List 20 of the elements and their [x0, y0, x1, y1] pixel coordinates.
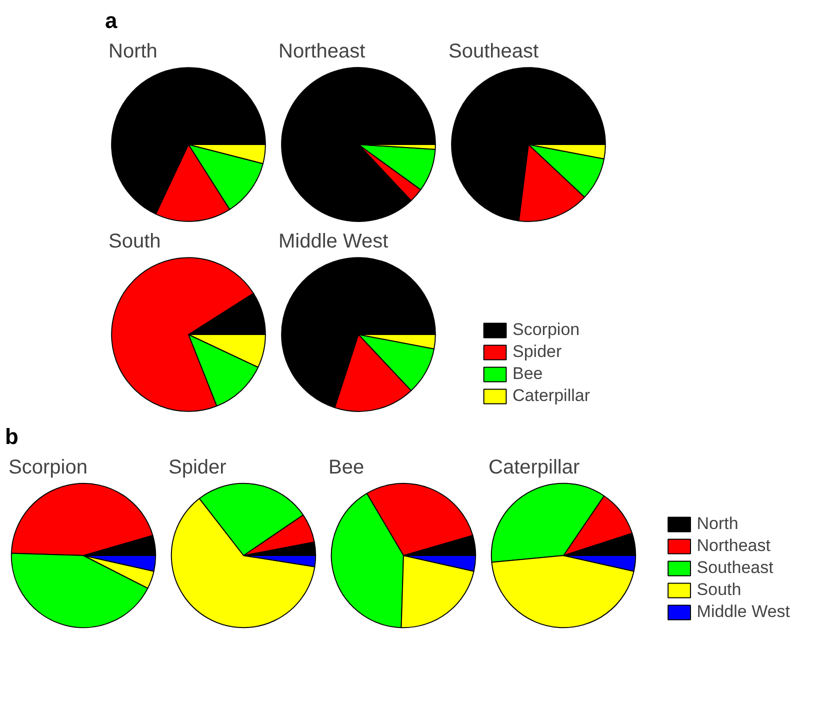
text: a: [105, 7, 118, 35]
text: b: [5, 423, 18, 451]
legend-label: Northeast: [696, 536, 770, 556]
slice-label: Caterpillar: [488, 456, 580, 478]
slice-label: Spider: [168, 456, 227, 478]
legend-label: Southeast: [696, 558, 774, 578]
slice-label: Northeast: [278, 40, 366, 62]
slice-label: South: [108, 230, 161, 252]
slice-label: Southeast: [448, 40, 540, 62]
legend-label: Scorpion: [512, 320, 580, 340]
legend-label: Spider: [512, 342, 562, 362]
legend-label: North: [696, 514, 738, 534]
slice-label: North: [108, 40, 158, 62]
slice-label: Bee: [328, 456, 364, 478]
legend-label: Bee: [512, 364, 543, 384]
slice-label: Middle West: [278, 230, 389, 252]
legend-label: South: [696, 580, 742, 600]
legend-label: Middle West: [696, 602, 790, 622]
legend-label: Caterpillar: [512, 386, 590, 406]
slice-label: Scorpion: [8, 456, 88, 478]
